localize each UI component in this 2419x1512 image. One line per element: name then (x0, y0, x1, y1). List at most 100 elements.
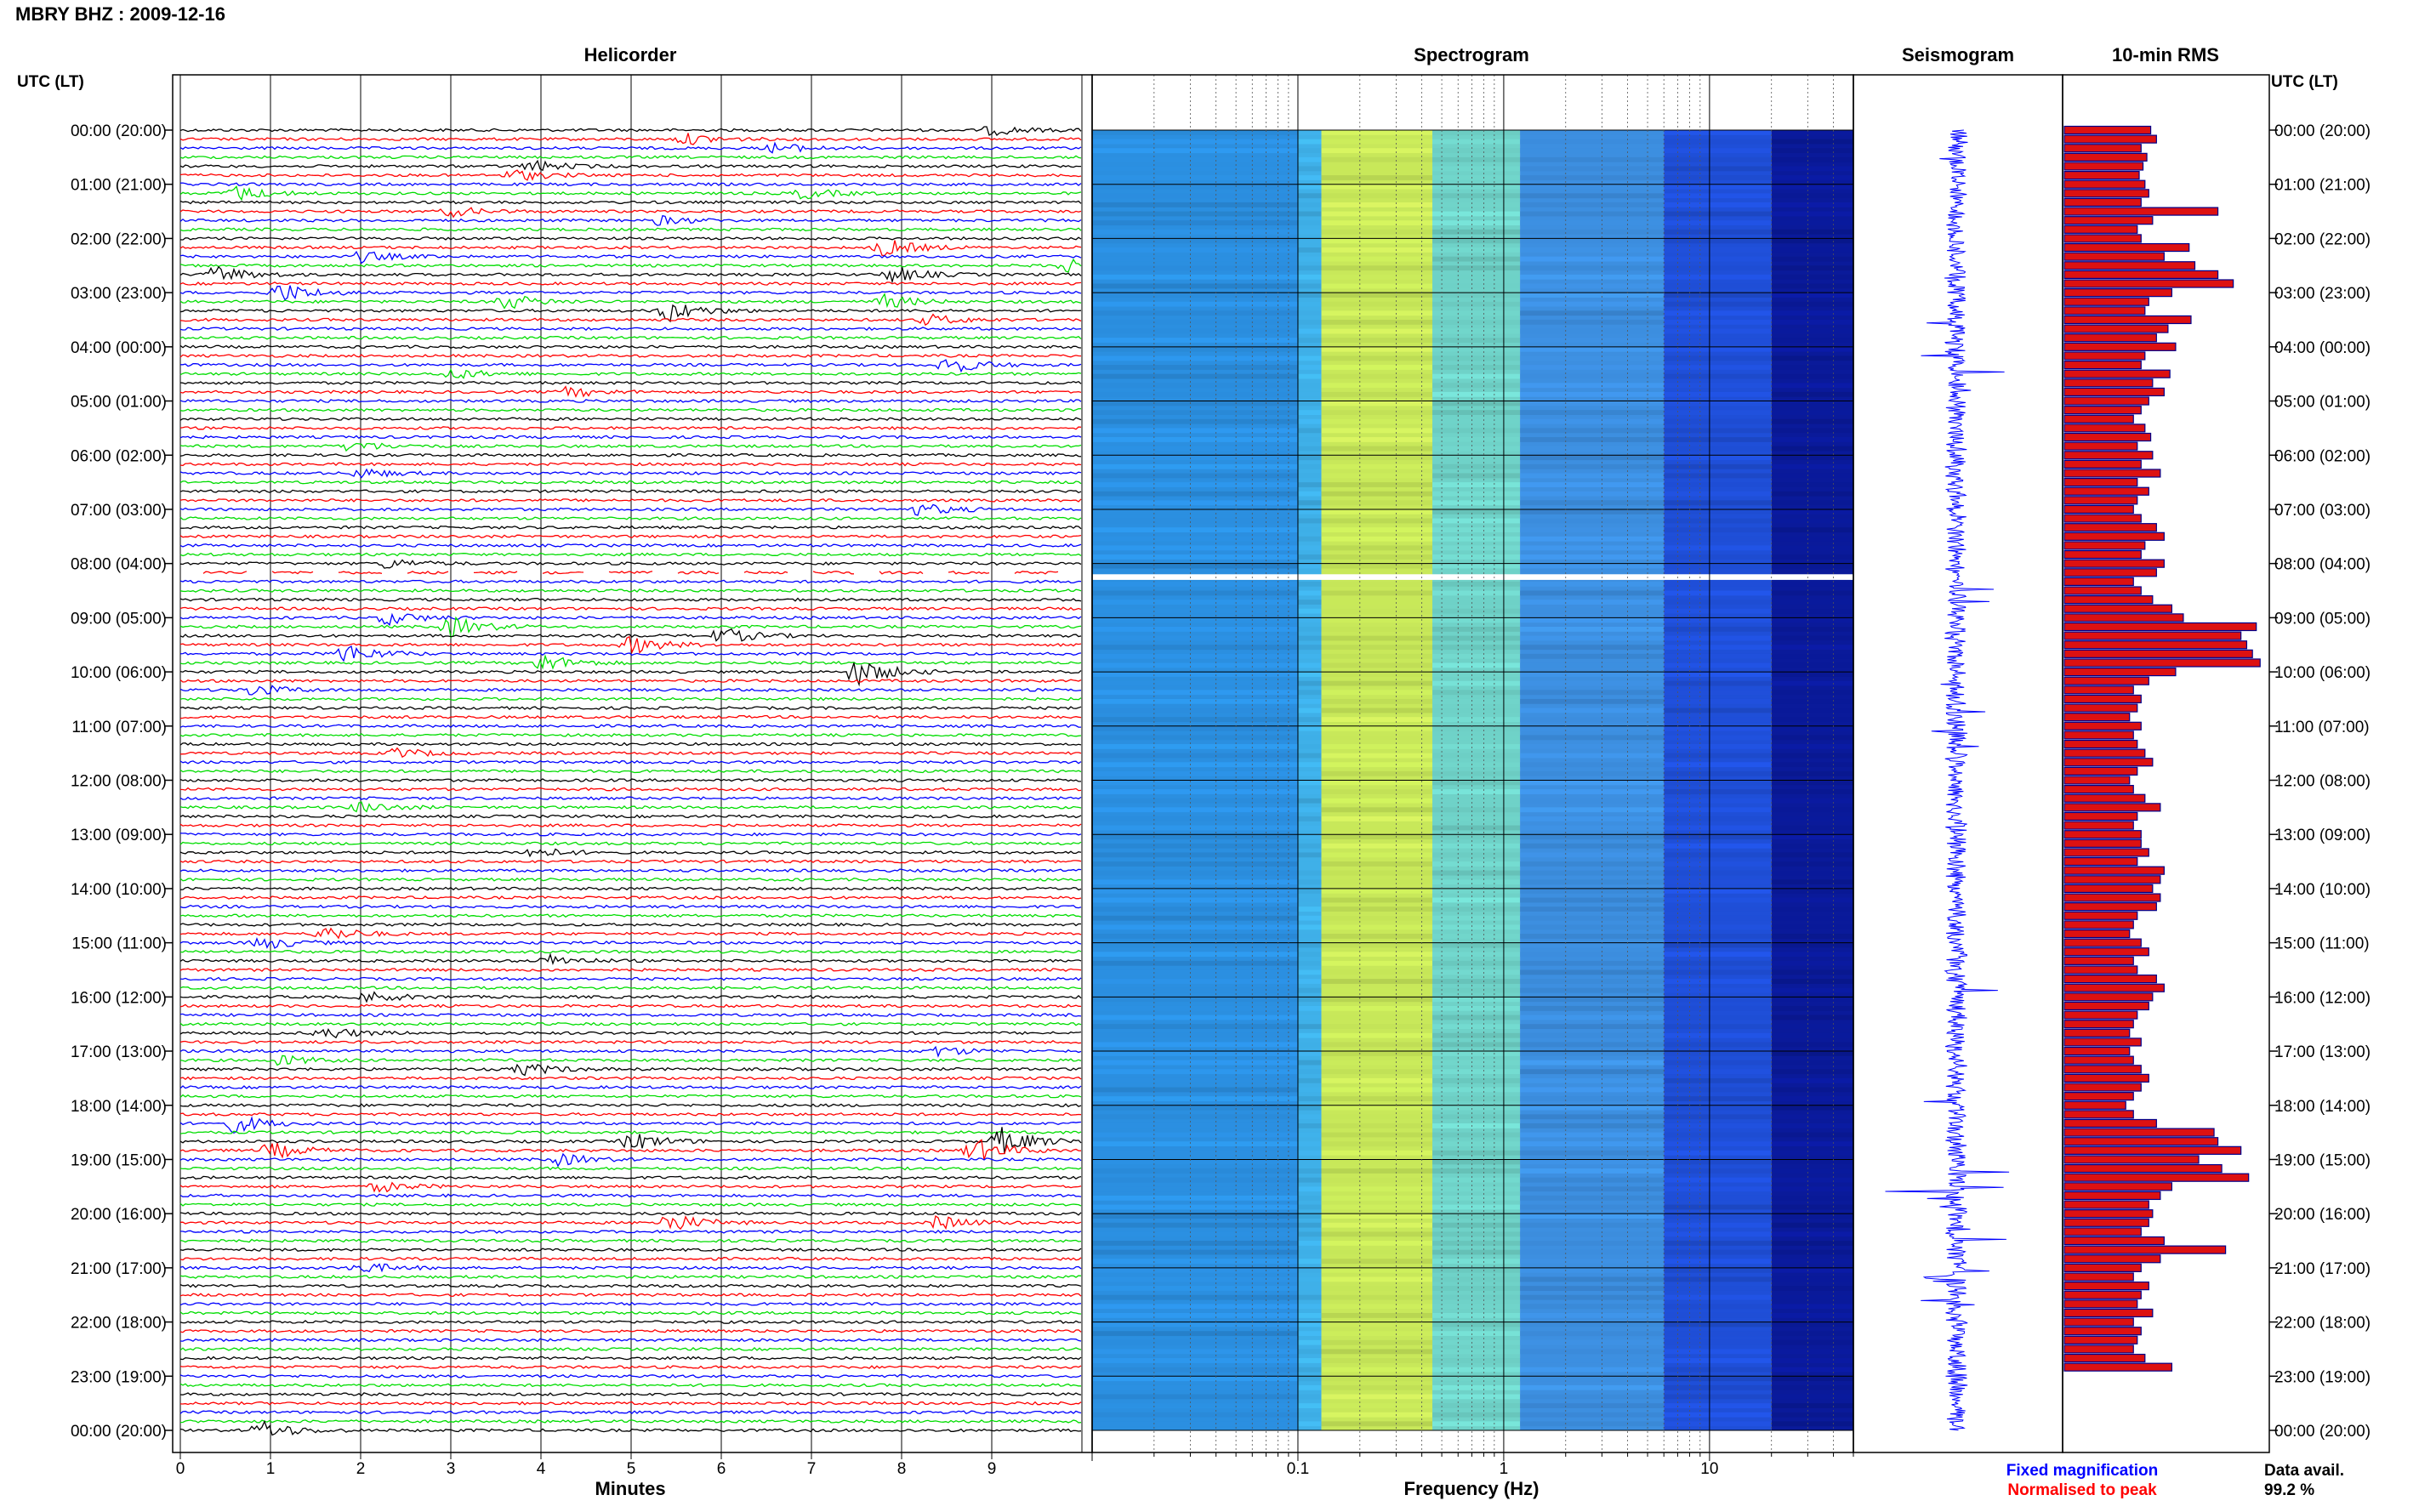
spectrogram-cell (1321, 825, 1433, 831)
spectrogram-cell (1520, 1358, 1665, 1363)
spectrogram-cell (1297, 1231, 1322, 1237)
spectrogram-gap (1092, 574, 1853, 580)
spectrogram-cell (1297, 1222, 1322, 1228)
helicorder-trace (179, 832, 1082, 837)
spectrogram-cell (1520, 482, 1665, 487)
spectrogram-cell (1092, 861, 1298, 867)
spectrogram-cell (1321, 590, 1433, 596)
spectrogram-cell (1321, 1150, 1433, 1156)
spectrogram-cell (1432, 770, 1521, 776)
spectrogram-cell (1321, 1032, 1433, 1038)
spectrogram-cell (1664, 1150, 1772, 1156)
right-hour-tick-label: 05:00 (01:00) (2274, 394, 2371, 412)
spectrogram-cell (1664, 897, 1772, 903)
spectrogram-cell (1092, 229, 1298, 235)
spectrogram-cell (1771, 1032, 1853, 1038)
spectrogram-cell (1432, 1384, 1521, 1390)
spectrogram-cell (1432, 825, 1521, 831)
helicorder-trace (179, 452, 1082, 458)
spectrogram-cell (1664, 238, 1772, 244)
spectrogram-cell (1297, 617, 1322, 623)
helicorder-trace (179, 435, 1082, 440)
spectrogram-cell (1092, 1141, 1298, 1147)
helicorder-trace (179, 968, 1082, 973)
spectrogram-cell (1092, 708, 1298, 713)
spectrogram-cell (1297, 455, 1322, 461)
spectrogram-cell (1771, 1087, 1853, 1093)
right-axis-title: UTC (LT) (2271, 73, 2338, 91)
helicorder-trace (179, 1401, 1082, 1406)
rms-bar (2063, 152, 2148, 162)
spectrogram-cell (1092, 1249, 1298, 1255)
spectrogram-cell (1092, 807, 1298, 813)
spectrogram-cell (1092, 491, 1298, 497)
rms-bar (2063, 1145, 2242, 1155)
spectrogram-cell (1664, 825, 1772, 831)
spectrogram-cell (1297, 338, 1322, 344)
helicorder-trace (179, 552, 1082, 557)
spectrogram-cell (1520, 690, 1665, 696)
helicorder-trace (179, 747, 1082, 759)
rms-bar (2063, 1353, 2146, 1363)
spectrogram-cell (1771, 934, 1853, 939)
left-hour-tick-label: 04:00 (00:00) (71, 339, 167, 357)
spectrogram-cell (1664, 211, 1772, 217)
spectrogram-cell (1297, 536, 1322, 542)
spectrogram-cell (1297, 1195, 1322, 1201)
spectrogram-cell (1297, 653, 1322, 659)
spectrogram-cell (1297, 383, 1322, 389)
spectrogram-cell (1297, 563, 1322, 569)
spectrogram-cell (1297, 463, 1322, 469)
spectrogram-cell (1664, 1024, 1772, 1030)
spectrogram-cell (1664, 1394, 1772, 1400)
spectrogram-cell (1297, 744, 1322, 749)
minutes-axis-label: Minutes (595, 1478, 665, 1499)
spectrogram-cell (1092, 283, 1298, 289)
spectrogram-cell (1321, 1051, 1433, 1056)
spectrogram-cell (1092, 987, 1298, 993)
right-hour-tick-label: 11:00 (07:00) (2274, 719, 2370, 736)
spectrogram-cell (1321, 193, 1433, 199)
rms-bar (2063, 793, 2146, 803)
spectrogram-cell (1092, 879, 1298, 885)
left-hour-tick-label: 21:00 (17:00) (71, 1260, 167, 1278)
spectrogram-cell (1771, 672, 1853, 677)
spectrogram-cell (1092, 418, 1298, 424)
spectrogram-cell (1664, 1204, 1772, 1210)
rms-bar (2063, 170, 2140, 180)
spectrogram-cell (1520, 924, 1665, 930)
spectrogram-cell (1520, 915, 1665, 921)
spectrogram-cell (1432, 708, 1521, 713)
spectrogram-cell (1520, 645, 1665, 651)
spectrogram-cell (1092, 1412, 1298, 1418)
spectrogram-cell (1432, 545, 1521, 551)
spectrogram-cell (1771, 301, 1853, 307)
spectrogram-cell (1520, 617, 1665, 623)
rms-bar (2063, 496, 2138, 505)
spectrogram-cell (1321, 1259, 1433, 1265)
spectrogram-cell (1664, 1195, 1772, 1201)
spectrogram-cell (1297, 1114, 1322, 1120)
spectrogram-cell (1092, 446, 1298, 452)
spectrogram-cell (1520, 1376, 1665, 1382)
spectrogram-cell (1520, 843, 1665, 849)
spectrogram-cell (1520, 491, 1665, 497)
spectrogram-cell (1432, 626, 1521, 632)
spectrogram-cell (1664, 310, 1772, 316)
spectrogram-cell (1520, 1060, 1665, 1066)
right-hour-tick-label: 16:00 (12:00) (2274, 989, 2371, 1007)
spectrogram-cell (1321, 184, 1433, 190)
left-hour-tick-label: 11:00 (07:00) (71, 719, 167, 736)
spectrogram-cell (1297, 1096, 1322, 1101)
spectrogram-cell (1664, 870, 1772, 876)
spectrogram-cell (1092, 1349, 1298, 1355)
spectrogram-cell (1321, 211, 1433, 217)
spectrogram-cell (1297, 789, 1322, 794)
spectrogram-cell (1432, 1141, 1521, 1147)
rms-bar (2063, 514, 2142, 523)
rms-bar (2063, 1092, 2134, 1101)
spectrogram-cell (1520, 1123, 1665, 1128)
rms-bar (2063, 595, 2154, 605)
spectrogram-cell (1664, 888, 1772, 894)
spectrogram-cell (1092, 1005, 1298, 1011)
